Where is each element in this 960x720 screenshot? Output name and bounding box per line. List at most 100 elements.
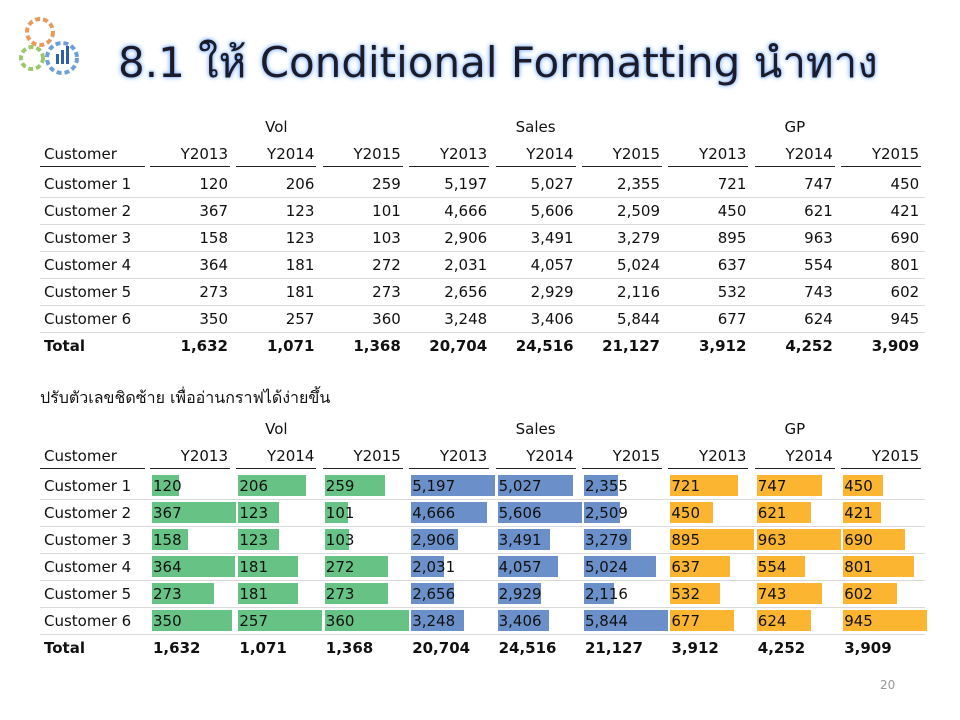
- data-bar: [324, 583, 389, 604]
- cell: 895: [671, 531, 701, 549]
- row-label: Customer 1: [44, 175, 132, 193]
- data-bar: [411, 502, 487, 523]
- cell: 637: [717, 256, 747, 274]
- cell: 350: [153, 612, 182, 630]
- cell: 2,929: [498, 585, 542, 603]
- cell: 450: [717, 202, 747, 220]
- data-bar: [238, 502, 279, 523]
- cell: 2,509: [617, 202, 660, 220]
- cell: 2,355: [585, 477, 628, 495]
- cell: 5,024: [617, 256, 660, 274]
- data-bar: [756, 502, 811, 523]
- total-cell: 1,632: [153, 639, 201, 657]
- data-bar: [152, 610, 233, 631]
- cell: 895: [717, 229, 747, 247]
- row-separator: [40, 553, 925, 554]
- row-label: Customer 6: [44, 310, 132, 328]
- column-header: Y2013: [439, 447, 488, 465]
- data-bar: [411, 583, 455, 604]
- cell: 259: [325, 477, 355, 495]
- cell: 5,844: [617, 310, 660, 328]
- cell: 206: [285, 175, 315, 193]
- cell: 3,491: [530, 229, 574, 247]
- cell: 367: [199, 202, 228, 220]
- cell: 621: [804, 202, 833, 220]
- data-bar: [324, 610, 409, 631]
- cell: 945: [890, 310, 920, 328]
- total-cell: 3,909: [871, 337, 920, 355]
- cell: 364: [199, 256, 228, 274]
- cell: 181: [285, 256, 315, 274]
- header-underline: [841, 468, 922, 469]
- header-underline: [582, 166, 662, 167]
- cell: 350: [199, 310, 228, 328]
- group-header: GP: [784, 118, 806, 136]
- cell: 747: [757, 477, 787, 495]
- header-underline: [40, 166, 145, 167]
- column-header: Y2014: [267, 145, 315, 163]
- data-bar: [497, 475, 573, 496]
- total-cell: 1,071: [239, 639, 287, 657]
- cell: 5,606: [530, 202, 574, 220]
- cell: 181: [239, 585, 269, 603]
- cell: 360: [372, 310, 401, 328]
- cell: 5,197: [412, 477, 456, 495]
- column-header: Y2014: [267, 447, 315, 465]
- cell: 963: [757, 531, 787, 549]
- total-cell: 24,516: [515, 337, 574, 355]
- row-label: Customer 5: [44, 585, 132, 603]
- cell: 273: [372, 283, 401, 301]
- total-cell: 4,252: [785, 337, 833, 355]
- data-bar: [411, 556, 444, 577]
- header-underline: [409, 166, 490, 167]
- cell: 4,666: [444, 202, 488, 220]
- cell: 2,116: [585, 585, 628, 603]
- data-bar: [324, 502, 349, 523]
- total-cell: 1,368: [353, 337, 401, 355]
- cell: 690: [890, 229, 920, 247]
- row-label: Customer 5: [44, 283, 132, 301]
- cell: 367: [153, 504, 182, 522]
- header-underline: [582, 468, 662, 469]
- cell: 450: [671, 504, 701, 522]
- cell: 690: [844, 531, 873, 549]
- cell: 272: [372, 256, 401, 274]
- total-cell: 21,127: [602, 337, 660, 355]
- cell: 624: [804, 310, 833, 328]
- data-bar: [584, 610, 668, 631]
- cell: 120: [153, 477, 182, 495]
- column-header: Y2013: [699, 447, 747, 465]
- cell: 5,606: [498, 504, 542, 522]
- cell: 2,906: [412, 531, 456, 549]
- group-header: Vol: [265, 420, 288, 438]
- cell: 257: [239, 612, 269, 630]
- title: 8.1 ให้ Conditional Formatting นำทาง: [118, 38, 878, 87]
- logo: [19, 17, 79, 75]
- group-header: Vol: [265, 118, 288, 136]
- cell: 4,057: [498, 558, 542, 576]
- cell: 2,509: [585, 504, 628, 522]
- data-bar: [756, 529, 841, 550]
- data-bar: [843, 502, 881, 523]
- cell: 2,656: [444, 283, 488, 301]
- total-cell: 3,909: [844, 639, 892, 657]
- cell: 4,057: [530, 256, 574, 274]
- column-header: Customer: [44, 447, 117, 465]
- data-bar: [324, 475, 386, 496]
- data-bar: [584, 529, 632, 550]
- cell: 721: [717, 175, 747, 193]
- cell: 421: [890, 202, 920, 220]
- header-underline: [409, 468, 490, 469]
- data-bar: [843, 583, 897, 604]
- cell: 259: [372, 175, 401, 193]
- cell: 272: [325, 558, 355, 576]
- total-cell: 3,912: [698, 337, 747, 355]
- cell: 3,248: [412, 612, 456, 630]
- data-bar: [584, 502, 621, 523]
- cell: 2,116: [617, 283, 660, 301]
- cell: 5,024: [585, 558, 628, 576]
- data-bar: [756, 556, 806, 577]
- cell: 945: [844, 612, 873, 630]
- total-cell: 21,127: [585, 639, 643, 657]
- column-header: Y2015: [612, 447, 660, 465]
